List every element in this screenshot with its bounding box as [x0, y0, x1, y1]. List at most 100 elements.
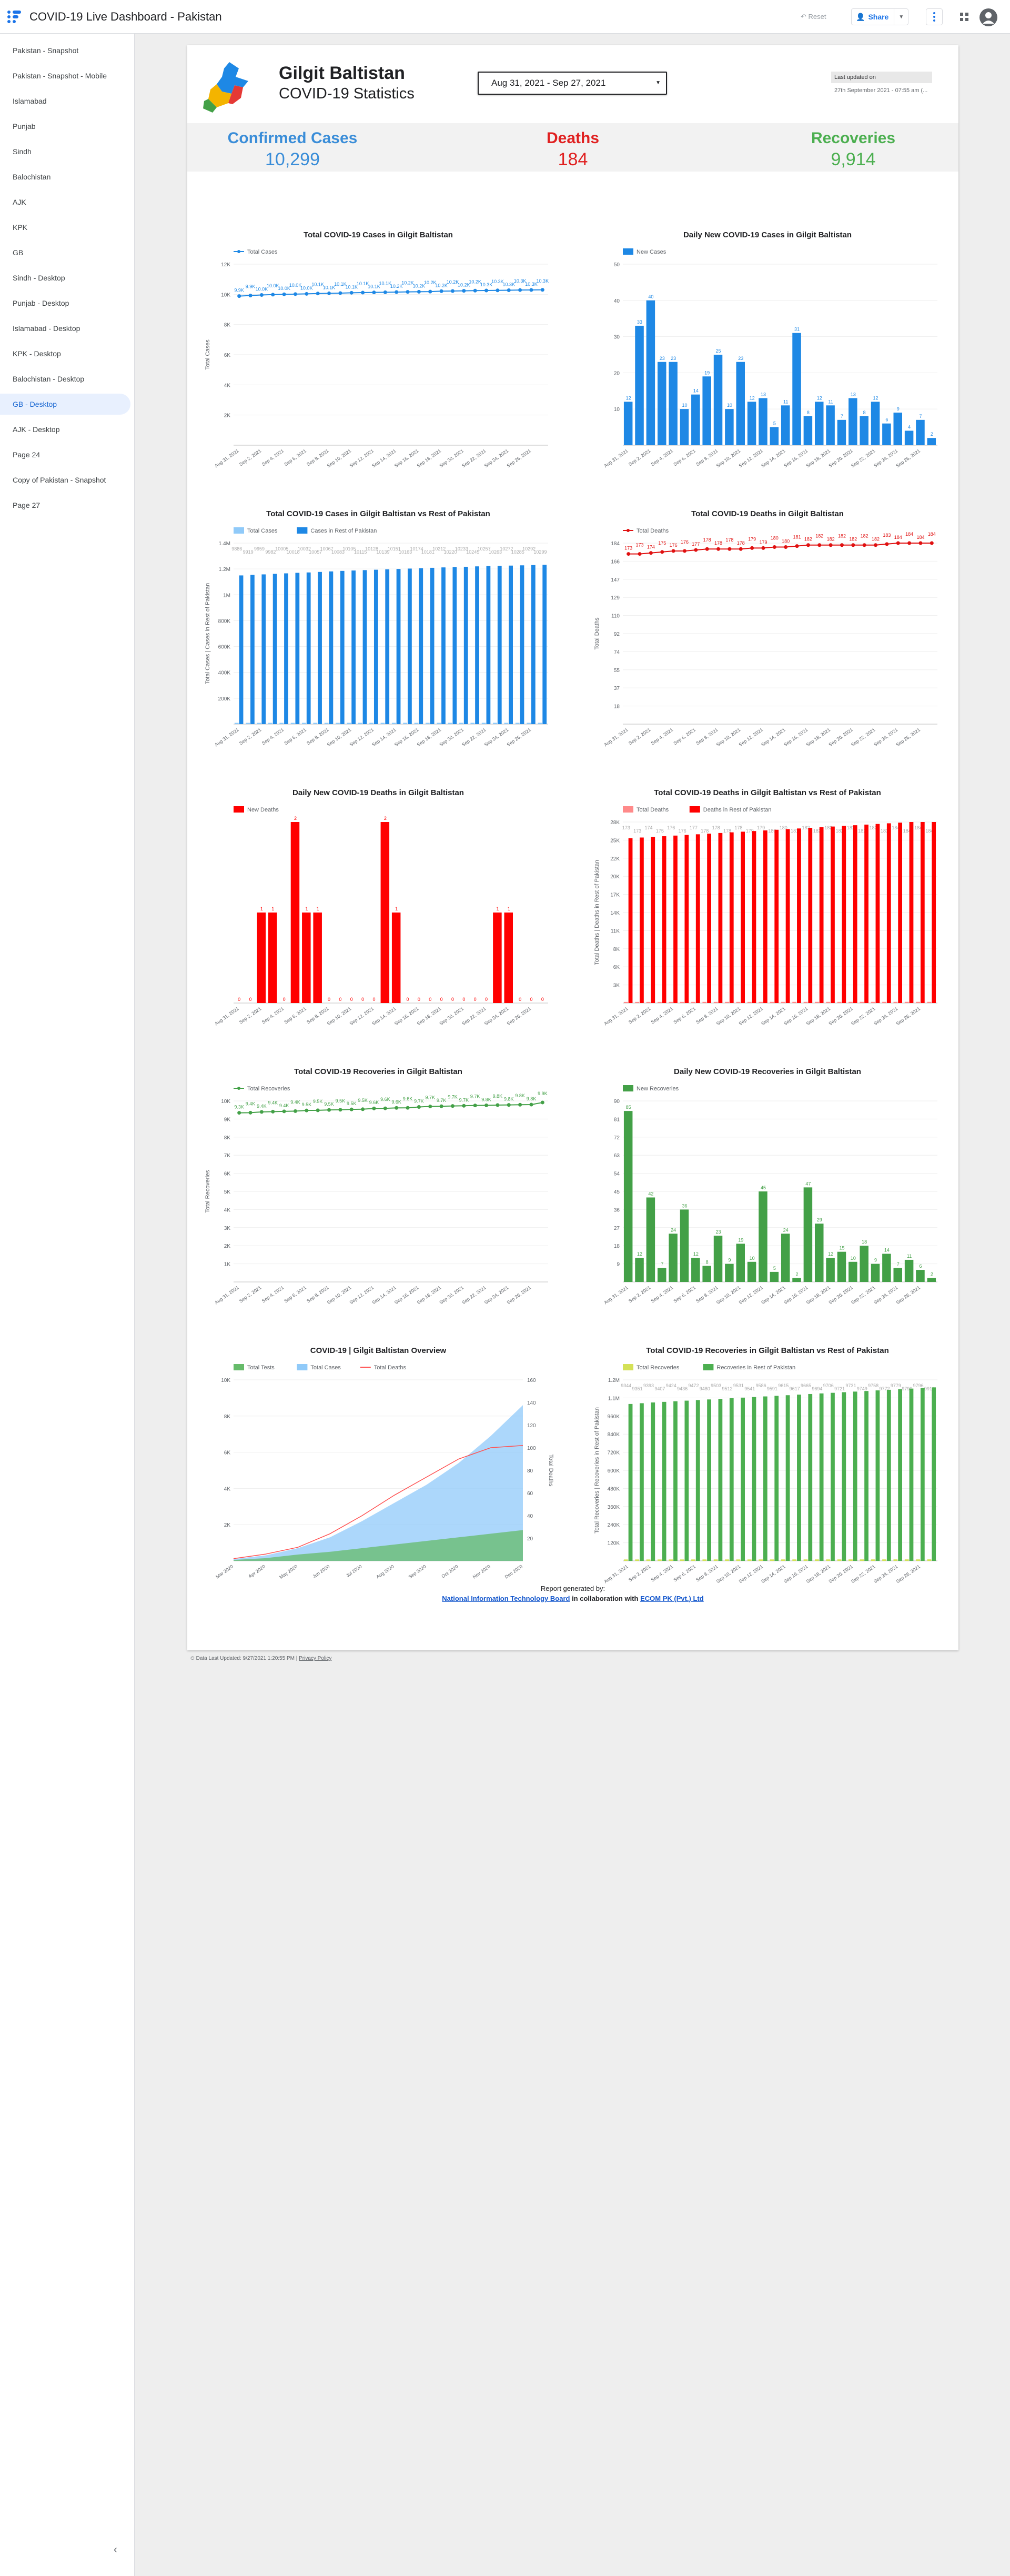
data-label: 0: [339, 997, 341, 1002]
data-point: [450, 289, 454, 293]
bar: [684, 835, 689, 1003]
bar: [493, 913, 502, 1003]
data-point: [529, 1102, 533, 1107]
x-tick-label: Sep 4, 2021: [261, 1006, 285, 1025]
share-button[interactable]: 👤 Share ▼: [851, 8, 909, 25]
sidebar-item-copy-of-pakistan-snapshot[interactable]: Copy of Pakistan - Snapshot: [13, 476, 106, 484]
x-tick-label: Sep 22, 2021: [850, 448, 876, 468]
data-label: 1: [305, 906, 308, 911]
sidebar-item-gb[interactable]: GB: [13, 248, 24, 257]
y2-tick-label: 80: [527, 1468, 533, 1474]
data-point: [338, 1108, 342, 1112]
privacy-policy-link[interactable]: Privacy Policy: [299, 1656, 332, 1661]
collapse-sidebar-icon[interactable]: ‹: [114, 2544, 117, 2555]
data-point: [874, 543, 878, 547]
x-tick-label: Sep 24, 2021: [873, 1006, 899, 1026]
date-range-picker[interactable]: Aug 31, 2021 - Sep 27, 2021 ▼: [478, 72, 667, 95]
data-point: [417, 1105, 421, 1109]
bar: [736, 362, 745, 445]
data-label: 85: [626, 1105, 631, 1110]
sidebar-item-page-24[interactable]: Page 24: [13, 450, 41, 459]
x-tick-label: Sep 24, 2021: [873, 727, 899, 747]
data-label: 9531: [733, 1383, 744, 1388]
data-point: [316, 292, 320, 296]
bar: [691, 1001, 695, 1003]
data-point: [761, 546, 765, 550]
y-tick-label: 74: [614, 649, 620, 655]
data-label: 9758: [868, 1383, 878, 1388]
legend-swatch: [234, 527, 244, 534]
x-tick-label: Sep 10, 2021: [326, 1285, 352, 1305]
y-tick-label: 10: [614, 407, 620, 413]
data-freshness-note: ⏲ Data Last Updated: 9/27/2021 1:20:55 P…: [190, 1656, 332, 1661]
bar: [538, 723, 542, 724]
share-dropdown-icon[interactable]: ▼: [898, 14, 904, 20]
account-avatar-icon[interactable]: [979, 8, 997, 26]
legend-item: Total Deaths: [360, 1365, 406, 1371]
sidebar-item-ajk-desktop[interactable]: AJK - Desktop: [13, 425, 60, 434]
data-label: 7: [897, 1261, 900, 1267]
bar: [853, 825, 857, 1003]
legend-label: Total Cases: [247, 249, 278, 255]
data-label: 10.3K: [537, 278, 549, 284]
bar: [425, 723, 430, 724]
bar: [691, 1258, 700, 1282]
c9-title: COVID-19 | Gilgit Baltistan Overview: [310, 1346, 447, 1355]
y-tick-label: 20: [614, 370, 620, 376]
sidebar-item-sindh[interactable]: Sindh: [13, 147, 32, 156]
sidebar-item-ajk[interactable]: AJK: [13, 198, 26, 206]
y-tick-label: 129: [611, 595, 620, 601]
ecom-link[interactable]: ECOM PK (Pvt.) Ltd: [640, 1595, 704, 1602]
data-label: 9772: [879, 1386, 890, 1391]
data-point: [496, 288, 500, 293]
legend-label: Total Tests: [247, 1365, 275, 1371]
data-point: [349, 1107, 354, 1111]
data-label: 182: [802, 825, 810, 830]
sidebar-item-islamabad[interactable]: Islamabad: [13, 97, 47, 105]
data-label: 8: [863, 410, 866, 415]
sidebar-item-kpk-desktop[interactable]: KPK - Desktop: [13, 349, 61, 358]
data-point: [484, 288, 489, 293]
bar: [781, 1559, 785, 1561]
x-tick-label: Sep 12, 2021: [348, 727, 375, 747]
bar: [459, 723, 463, 724]
sidebar-item-gb-desktop[interactable]: GB - Desktop: [0, 394, 130, 415]
reset-button[interactable]: ↶ Reset: [795, 9, 832, 24]
sidebar-item-balochistan[interactable]: Balochistan: [13, 173, 51, 181]
sidebar-item-kpk[interactable]: KPK: [13, 223, 28, 232]
bar: [927, 1559, 932, 1561]
sidebar-item-sindh-desktop[interactable]: Sindh - Desktop: [13, 274, 65, 282]
bar: [295, 573, 300, 724]
nitb-link[interactable]: National Information Technology Board: [442, 1595, 570, 1602]
x-tick-label: Sep 22, 2021: [850, 727, 876, 747]
y-tick-label: 184: [611, 541, 620, 547]
bar: [313, 723, 318, 724]
sidebar-item-punjab[interactable]: Punjab: [13, 122, 36, 131]
data-label: 10245: [466, 549, 479, 555]
sidebar-item-islamabad-desktop[interactable]: Islamabad - Desktop: [13, 324, 80, 333]
apps-grid-icon[interactable]: [959, 12, 969, 22]
data-label: 0: [462, 997, 465, 1002]
legend-item: Total Recoveries: [623, 1364, 680, 1371]
x-tick-label: Sep 24, 2021: [873, 1563, 899, 1584]
x-tick-label: Sep 2, 2021: [628, 727, 652, 746]
sidebar-item-punjab-desktop[interactable]: Punjab - Desktop: [13, 299, 69, 307]
y-tick-label: 10K: [221, 1378, 230, 1384]
more-options-button[interactable]: [926, 8, 943, 25]
sidebar-item-pakistan-snapshot[interactable]: Pakistan - Snapshot: [13, 46, 79, 55]
bar: [680, 1559, 684, 1561]
data-label: 184: [903, 828, 911, 834]
data-label: 12: [693, 1251, 699, 1257]
y-tick-label: 1K: [224, 1262, 231, 1268]
data-point: [507, 288, 511, 293]
sidebar-item-pakistan-snapshot-mobile[interactable]: Pakistan - Snapshot - Mobile: [13, 72, 107, 80]
bar: [718, 833, 723, 1003]
x-tick-label: Sep 12, 2021: [738, 727, 764, 747]
sidebar-item-balochistan-desktop[interactable]: Balochistan - Desktop: [13, 375, 85, 383]
share-label: Share: [868, 13, 889, 21]
y-tick-label: 960K: [608, 1414, 620, 1420]
data-label: 9586: [756, 1383, 766, 1388]
data-label: 10.0K: [267, 283, 279, 288]
bar: [792, 1001, 797, 1003]
sidebar-item-page-27[interactable]: Page 27: [13, 501, 41, 509]
